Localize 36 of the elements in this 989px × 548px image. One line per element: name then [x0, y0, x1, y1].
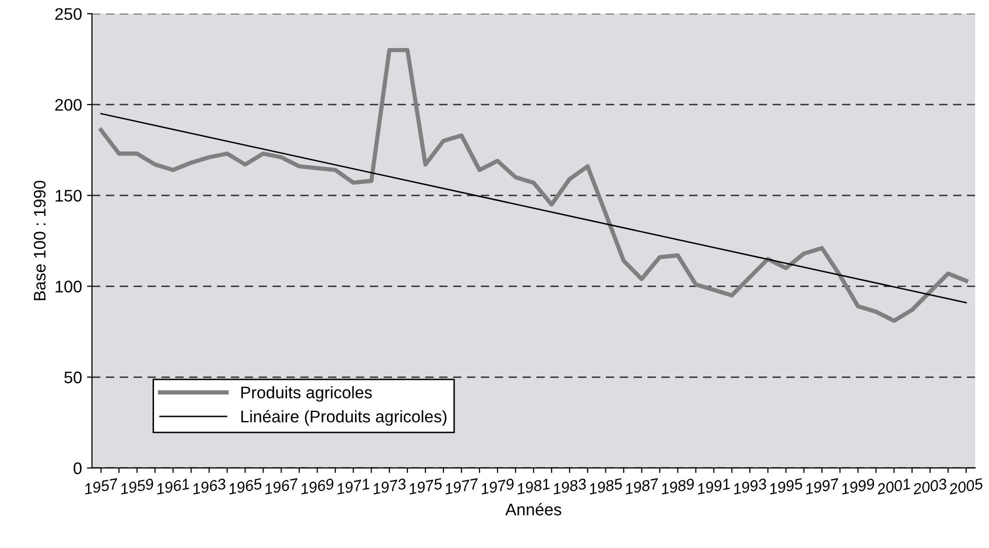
x-tick-label: 1957: [83, 478, 119, 495]
x-tick-label: 1959: [120, 478, 154, 495]
x-tick-label: 1979: [480, 478, 515, 495]
x-tick-label: 1971: [336, 478, 370, 495]
legend-label: Linéaire (Produits agricoles): [241, 410, 446, 426]
x-tick-label: 1989: [660, 478, 695, 495]
x-tick-label: 1987: [624, 478, 660, 495]
y-tick-label: 200: [55, 98, 82, 111]
x-tick-label: 1983: [552, 478, 587, 495]
x-tick-label: 1961: [156, 478, 190, 495]
x-tick-label: 2001: [876, 478, 910, 495]
x-tick-label: 2005: [948, 478, 984, 495]
x-tick-label: 1967: [264, 478, 300, 495]
y-tick-label: 250: [55, 8, 82, 20]
y-tick-label: 100: [56, 280, 82, 292]
x-tick-label: 1969: [300, 478, 334, 495]
x-tick-label: 1975: [408, 478, 443, 495]
x-tick-label: 1993: [732, 478, 768, 495]
x-tick-label: 1995: [768, 478, 804, 495]
y-tick-label: 0: [74, 462, 82, 474]
line-series: [98, 48, 968, 323]
x-axis-title: Années: [505, 503, 562, 516]
x-tick-label: 1965: [228, 478, 263, 495]
x-tick-label: 1997: [804, 478, 840, 495]
legend-label: Produits agricoles: [241, 386, 372, 402]
x-tick-label: 1999: [840, 478, 876, 495]
x-tick-label: 2003: [912, 478, 948, 495]
x-tick-label: 1981: [516, 478, 550, 495]
x-tick-label: 1991: [696, 478, 730, 495]
x-tick-label: 1985: [588, 478, 624, 495]
y-tick-label: 50: [64, 372, 82, 384]
x-tick-label: 1963: [192, 478, 226, 495]
y-axis-title: Base 100 : 1990: [34, 180, 46, 300]
x-tick-label: 1973: [372, 478, 407, 495]
x-tick-label: 1977: [444, 478, 480, 495]
y-tick-label: 150: [56, 190, 82, 202]
